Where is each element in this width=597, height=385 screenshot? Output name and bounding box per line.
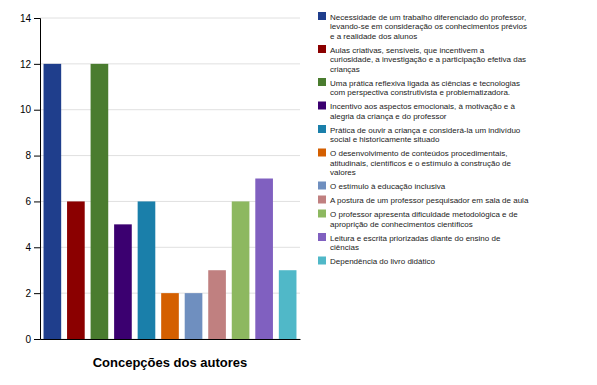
bar xyxy=(138,201,156,339)
y-tick-mark xyxy=(34,201,40,202)
legend-item: O estímulo à educação inclusiva xyxy=(318,182,446,192)
legend-swatch xyxy=(318,196,326,204)
legend-swatch xyxy=(318,210,326,218)
y-tick-mark xyxy=(34,156,40,157)
y-tick: 2 xyxy=(25,288,40,299)
y-axis: 0 2 4 6 8 10 12 14 xyxy=(20,13,41,345)
bar xyxy=(185,293,203,339)
y-tick-mark xyxy=(34,293,40,294)
legend-swatch xyxy=(318,45,326,53)
legend-swatch xyxy=(318,149,326,157)
y-tick-label: 12 xyxy=(20,59,32,70)
y-tick-mark xyxy=(34,18,40,19)
legend-label: O professor apresenta dificuldade metodo… xyxy=(330,210,518,229)
legend-label: Uma prática reflexiva ligada às ciências… xyxy=(330,79,520,98)
legend-item: Leitura e escrita priorizadas diante do … xyxy=(318,233,501,252)
legend-item: Necessidade de um trabalho diferenciado … xyxy=(318,12,527,41)
legend-label: O estímulo à educação inclusiva xyxy=(330,182,446,191)
legend-swatch xyxy=(318,257,326,265)
bar xyxy=(44,64,62,339)
legend-swatch xyxy=(318,182,326,190)
y-tick-label: 6 xyxy=(25,196,31,207)
y-tick: 8 xyxy=(25,150,40,161)
bar xyxy=(161,293,179,339)
legend-label: A postura de um professor pesquisador em… xyxy=(330,196,529,205)
bar xyxy=(114,224,132,339)
legend-item: Incentivo aos aspectos emocionais, à mot… xyxy=(318,102,516,121)
legend-swatch xyxy=(318,102,326,110)
y-tick: 6 xyxy=(25,196,40,207)
bar xyxy=(232,201,250,339)
y-tick-mark xyxy=(34,64,40,65)
grid xyxy=(40,18,300,339)
y-tick: 4 xyxy=(25,242,40,253)
y-tick: 12 xyxy=(20,59,40,70)
legend-label: Prática de ouvir a criança e considerá-l… xyxy=(330,126,521,145)
legend-swatch xyxy=(318,12,326,20)
x-axis-title: Concepções dos autores xyxy=(93,355,248,370)
legend-item: O professor apresenta dificuldade metodo… xyxy=(318,210,518,229)
grid-line xyxy=(40,63,300,64)
y-tick-label: 2 xyxy=(25,288,31,299)
y-tick-label: 0 xyxy=(25,334,31,345)
bar xyxy=(255,179,273,340)
legend-item: Dependência do livro didático xyxy=(318,257,436,267)
bar xyxy=(91,64,109,339)
legend-label: Leitura e escrita priorizadas diante do … xyxy=(330,234,501,253)
y-tick-mark xyxy=(34,247,40,248)
legend-item: Prática de ouvir a criança e considerá-l… xyxy=(318,125,521,144)
y-axis-line xyxy=(34,19,41,340)
bar xyxy=(67,201,85,339)
legend-swatch xyxy=(318,233,326,241)
legend-item: Uma prática reflexiva ligada às ciências… xyxy=(318,78,520,97)
y-tick-label: 4 xyxy=(25,242,31,253)
y-tick-mark xyxy=(34,339,40,340)
legend: Necessidade de um trabalho diferenciado … xyxy=(318,12,529,266)
bar xyxy=(208,270,226,339)
legend-label: Aulas criativas, sensíveis, que incentiv… xyxy=(330,46,526,74)
legend-label: Dependência do livro didático xyxy=(330,257,436,266)
legend-label: O desenvolvimento de conteúdos procedime… xyxy=(330,149,512,177)
grid-line xyxy=(40,18,300,19)
y-tick: 10 xyxy=(20,104,40,115)
grid-line xyxy=(40,155,300,156)
y-tick: 0 xyxy=(25,334,40,345)
grid-line xyxy=(40,109,300,110)
y-tick: 14 xyxy=(20,13,40,24)
y-tick-label: 14 xyxy=(20,13,32,24)
x-axis xyxy=(41,339,301,340)
chart: 0 2 4 6 8 10 12 14 Concepções dos autores Necessi… xyxy=(0,0,597,385)
bars xyxy=(44,64,297,339)
legend-item: Aulas criativas, sensíveis, que incentiv… xyxy=(318,45,526,74)
bar xyxy=(279,270,297,339)
legend-label: Incentivo aos aspectos emocionais, à mot… xyxy=(330,102,516,121)
x-axis-line xyxy=(41,339,301,340)
y-tick-label: 8 xyxy=(25,150,31,161)
plot-area: 0 2 4 6 8 10 12 14 xyxy=(20,13,301,345)
y-tick-label: 10 xyxy=(20,104,32,115)
legend-item: O desenvolvimento de conteúdos procedime… xyxy=(318,149,512,178)
legend-item: A postura de um professor pesquisador em… xyxy=(318,196,529,206)
y-tick-mark xyxy=(34,110,40,111)
legend-swatch xyxy=(318,78,326,86)
legend-swatch xyxy=(318,125,326,133)
legend-label: Necessidade de um trabalho diferenciado … xyxy=(330,13,527,41)
